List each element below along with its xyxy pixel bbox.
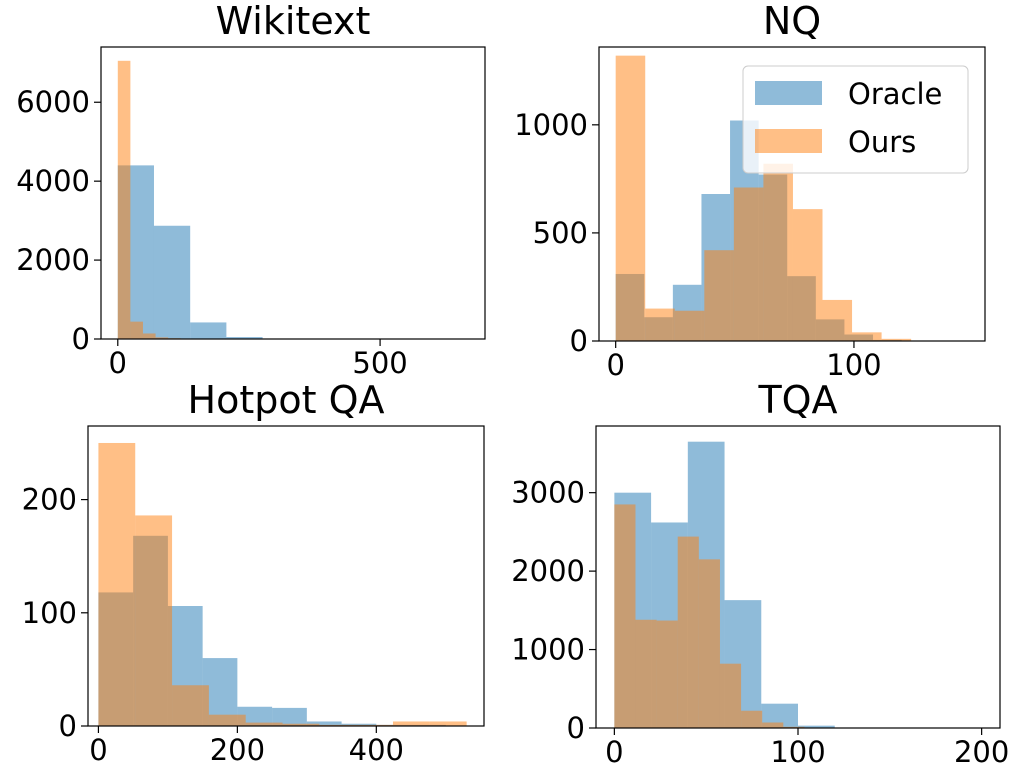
y-tick-label: 0 bbox=[570, 324, 588, 358]
legend-label-ours: Ours bbox=[848, 125, 916, 159]
bar-oracle bbox=[237, 706, 273, 726]
x-tick-label: 200 bbox=[210, 733, 265, 764]
bar-ours bbox=[208, 714, 246, 726]
x-tick-label: 0 bbox=[606, 348, 624, 382]
x-tick-label: 0 bbox=[109, 346, 127, 380]
legend-swatch-oracle bbox=[755, 81, 822, 105]
bar-ours bbox=[645, 308, 675, 341]
bar-ours bbox=[117, 60, 131, 340]
chart-title: NQ bbox=[763, 0, 821, 43]
y-tick-label: 0 bbox=[59, 709, 77, 743]
bar-ours bbox=[245, 722, 283, 726]
bar-ours bbox=[763, 163, 793, 341]
y-tick-label: 0 bbox=[567, 711, 585, 745]
x-tick-label: 200 bbox=[954, 735, 1009, 764]
bar-ours bbox=[674, 310, 705, 341]
bar-ours bbox=[719, 663, 742, 728]
y-tick-label: 500 bbox=[533, 216, 588, 250]
bar-ours bbox=[677, 536, 699, 728]
y-tick-label: 1000 bbox=[514, 108, 588, 142]
x-tick-label: 0 bbox=[89, 733, 107, 764]
bar-ours bbox=[762, 722, 784, 728]
chart-title: Wikitext bbox=[216, 0, 371, 43]
bar-oracle bbox=[798, 725, 835, 728]
bar-ours bbox=[656, 620, 678, 728]
bar-ours bbox=[130, 321, 143, 339]
bar-ours bbox=[852, 332, 882, 341]
axes-frame bbox=[598, 46, 986, 342]
panel-wikitext: 0 500 0 2000 4000 6000 Wikitext bbox=[16, 0, 486, 380]
x-tick-label: 100 bbox=[770, 735, 825, 764]
bar-ours bbox=[822, 299, 853, 341]
bar-oracle bbox=[153, 225, 191, 339]
y-tick-label: 2000 bbox=[16, 243, 90, 277]
bar-oracle bbox=[306, 721, 342, 726]
x-tick-label: 400 bbox=[349, 733, 404, 764]
panel-hotpot-qa: 0 200 400 0 100 200 Hotpot QA bbox=[22, 378, 485, 764]
legend-swatch-ours bbox=[755, 129, 822, 153]
bar-ours bbox=[172, 685, 209, 726]
bar-ours bbox=[698, 559, 720, 728]
y-tick-label: 1000 bbox=[511, 633, 585, 667]
bar-ours bbox=[741, 710, 763, 728]
chart-title: Hotpot QA bbox=[188, 378, 385, 422]
bar-ours bbox=[98, 442, 136, 726]
axes-frame bbox=[87, 425, 485, 727]
bar-ours bbox=[881, 338, 912, 341]
bar-ours bbox=[615, 55, 646, 342]
y-tick-label: 0 bbox=[72, 322, 90, 356]
y-tick-label: 2000 bbox=[511, 554, 585, 588]
y-tick-label: 4000 bbox=[16, 164, 90, 198]
y-tick-label: 3000 bbox=[511, 476, 585, 510]
bar-oracle bbox=[226, 337, 263, 339]
x-tick-label: 500 bbox=[352, 346, 407, 380]
bar-ours bbox=[392, 721, 430, 726]
bar-ours bbox=[733, 187, 764, 341]
bar-ours bbox=[142, 333, 156, 339]
x-tick-label: 100 bbox=[826, 348, 881, 382]
bar-ours bbox=[429, 721, 467, 726]
y-tick-label: 100 bbox=[22, 596, 77, 630]
legend-label-oracle: Oracle bbox=[848, 77, 942, 111]
bar-ours bbox=[704, 250, 734, 341]
legend: Oracle Ours bbox=[742, 65, 969, 174]
bar-ours bbox=[135, 515, 173, 726]
bar-oracle bbox=[190, 322, 227, 339]
bar-ours bbox=[155, 337, 169, 339]
chart-title: TQA bbox=[757, 378, 837, 422]
y-tick-label: 6000 bbox=[16, 85, 90, 119]
bar-ours bbox=[282, 723, 320, 726]
bar-ours bbox=[635, 619, 657, 728]
bar-oracle bbox=[272, 707, 307, 726]
axes-frame bbox=[100, 46, 486, 340]
x-tick-label: 0 bbox=[605, 735, 623, 764]
bar-ours bbox=[792, 209, 823, 341]
y-tick-label: 200 bbox=[22, 483, 77, 517]
bar-ours bbox=[614, 504, 636, 728]
